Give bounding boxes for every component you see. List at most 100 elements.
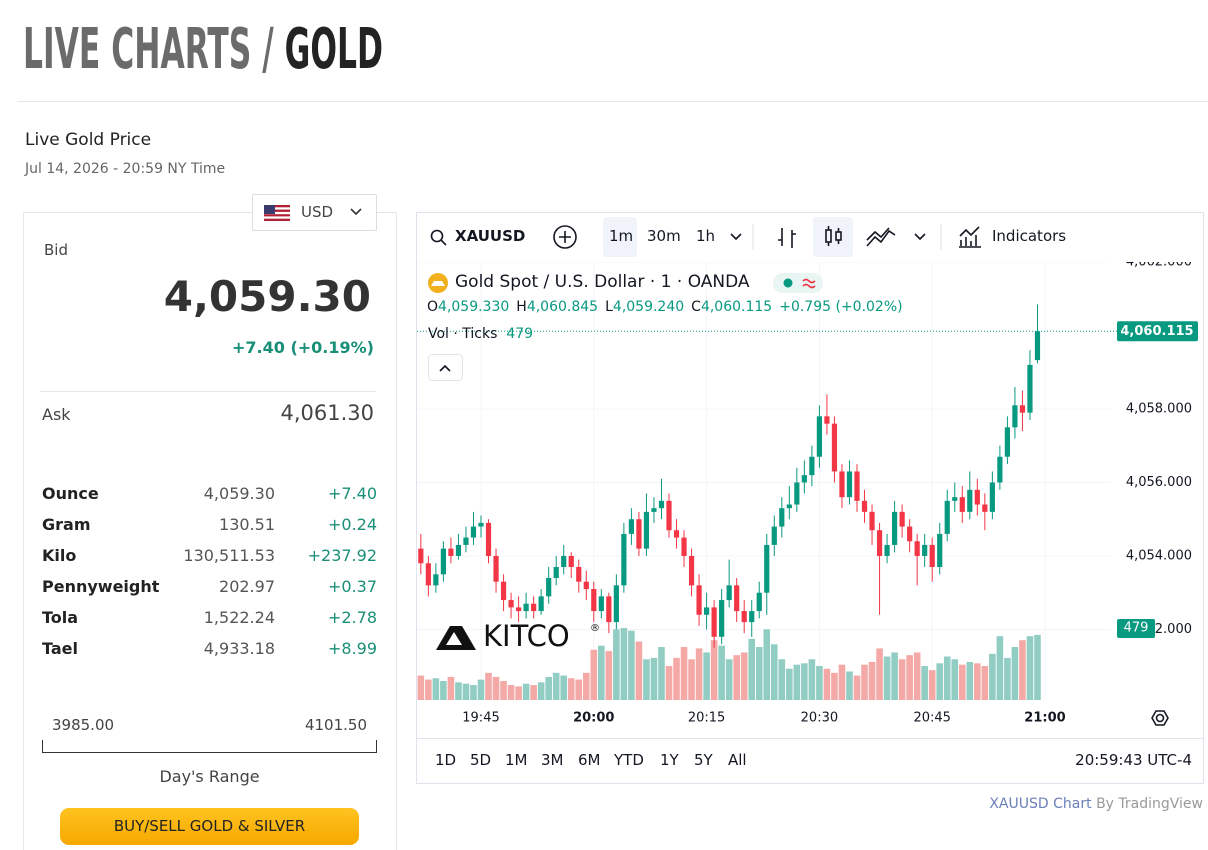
range-button[interactable]: 3M bbox=[541, 751, 564, 769]
interval[interactable]: 30m bbox=[647, 227, 681, 245]
candle-body bbox=[997, 456, 1003, 483]
candle-body bbox=[538, 596, 544, 612]
volume-bar bbox=[808, 659, 816, 700]
unit-price: 130.51 bbox=[219, 515, 275, 534]
us-flag bbox=[264, 205, 290, 221]
search-icon[interactable] bbox=[430, 229, 444, 243]
volume-bar bbox=[725, 659, 733, 700]
candle-body bbox=[576, 566, 582, 582]
candle-body bbox=[628, 519, 634, 534]
candle-body bbox=[1019, 405, 1026, 413]
range-button[interactable]: 5D bbox=[470, 751, 492, 769]
volume-bar bbox=[718, 645, 725, 700]
interval-chevron[interactable] bbox=[730, 233, 742, 241]
volume-bar bbox=[958, 664, 966, 700]
volume-bar bbox=[846, 671, 853, 700]
range-button[interactable]: 1Y bbox=[660, 751, 679, 769]
volume-bar bbox=[763, 629, 771, 700]
interval[interactable]: 1m bbox=[609, 227, 634, 245]
symbol[interactable]: XAUUSD bbox=[455, 227, 526, 245]
range-button[interactable]: 6M bbox=[578, 751, 601, 769]
last-price-label: 4,060.115 bbox=[1120, 324, 1193, 339]
chart-type-chevron[interactable] bbox=[914, 233, 926, 241]
candle-body bbox=[463, 537, 469, 545]
interval[interactable]: 1h bbox=[696, 227, 716, 245]
range-button[interactable]: 5Y bbox=[694, 751, 713, 769]
candle-body bbox=[907, 526, 913, 542]
range-button[interactable]: 1M bbox=[505, 751, 528, 769]
range-bar bbox=[42, 740, 377, 753]
volume-bar bbox=[643, 659, 650, 700]
candle-body bbox=[613, 585, 619, 623]
candle-body bbox=[937, 533, 943, 567]
timestamp: Jul 14, 2026 - 20:59 NY Time bbox=[25, 161, 226, 177]
currency-select[interactable]: USD bbox=[252, 194, 377, 231]
volume-bar bbox=[537, 682, 545, 700]
indicators-icon[interactable] bbox=[959, 226, 981, 248]
volume-bar bbox=[996, 636, 1004, 700]
volume-bar bbox=[823, 668, 831, 700]
bid-label: Bid bbox=[44, 241, 68, 259]
volume-bar bbox=[868, 661, 876, 700]
candle-body bbox=[508, 600, 514, 608]
candle-body bbox=[681, 537, 687, 556]
symbol-logo-bar bbox=[431, 281, 445, 286]
ohlc-legend: O4,059.330 H4,060.845 L4,059.240 C4,060.115… bbox=[427, 299, 903, 315]
volume-bar bbox=[1004, 657, 1011, 700]
bars-icon[interactable] bbox=[778, 228, 796, 248]
volume-bar bbox=[432, 678, 440, 700]
volume-badge-label: 479 bbox=[1124, 621, 1149, 636]
volume-bar bbox=[545, 676, 552, 700]
candle-body bbox=[861, 500, 868, 512]
volume-bar bbox=[981, 666, 989, 700]
candle-body bbox=[666, 500, 672, 531]
price-axis: 4,052.0004,054.0004,056.0004,058.0004,06… bbox=[1126, 262, 1192, 637]
candle-body bbox=[673, 530, 680, 538]
range-button[interactable]: YTD bbox=[614, 751, 644, 769]
unit-change: +8.99 bbox=[327, 639, 377, 658]
y-tick-label: 4,054.000 bbox=[1126, 548, 1192, 563]
volume-bar bbox=[898, 659, 906, 700]
settings-icon[interactable] bbox=[1155, 713, 1165, 723]
candle-body bbox=[516, 607, 522, 612]
ohlc-key: O bbox=[427, 299, 439, 315]
candle-body bbox=[591, 589, 597, 612]
range-button[interactable]: All bbox=[728, 751, 747, 769]
volume-bar bbox=[477, 679, 485, 700]
candle-body bbox=[899, 511, 905, 527]
credit-link[interactable]: XAUUSD Chart bbox=[989, 796, 1092, 812]
range-high: 4101.50 bbox=[304, 716, 367, 734]
volume-bar bbox=[816, 666, 823, 700]
volume-bar bbox=[680, 647, 688, 700]
volume-bar bbox=[455, 682, 462, 700]
range-button[interactable]: 1D bbox=[435, 751, 457, 769]
x-tick-label: 20:15 bbox=[688, 711, 725, 726]
ohlc-key: C bbox=[691, 299, 701, 315]
kitco-logo bbox=[436, 626, 476, 650]
volume-bar bbox=[1011, 647, 1019, 700]
volume-bar bbox=[755, 647, 763, 700]
volume-bar bbox=[620, 628, 628, 700]
x-tick-label: 20:30 bbox=[801, 711, 838, 726]
volume-bar bbox=[552, 672, 560, 700]
candle-body bbox=[771, 526, 777, 545]
buy-sell-button[interactable]: BUY/SELL GOLD & SILVER bbox=[60, 808, 359, 845]
volume-bar bbox=[793, 664, 801, 700]
candle-body bbox=[809, 456, 815, 476]
area-icon[interactable] bbox=[866, 227, 896, 247]
volume-bar bbox=[876, 648, 883, 700]
plot-area: 19:45 20:00 20:15 20:30 20:45 21:004,052.0004… bbox=[417, 262, 1198, 726]
x-tick-label: 19:45 bbox=[462, 711, 499, 726]
candle-body bbox=[967, 489, 973, 512]
candle-body bbox=[869, 511, 875, 531]
candle-body bbox=[794, 482, 800, 505]
candle-body bbox=[764, 544, 770, 593]
volume-bar bbox=[891, 652, 898, 700]
volume-bar bbox=[989, 653, 996, 700]
indicators-button[interactable]: Indicators bbox=[992, 227, 1067, 245]
unit-price: 130,511.53 bbox=[183, 546, 275, 565]
candle-body bbox=[658, 500, 665, 509]
volume-bar bbox=[590, 649, 598, 700]
currency: USD bbox=[301, 203, 334, 221]
compare-icon[interactable] bbox=[553, 225, 577, 249]
